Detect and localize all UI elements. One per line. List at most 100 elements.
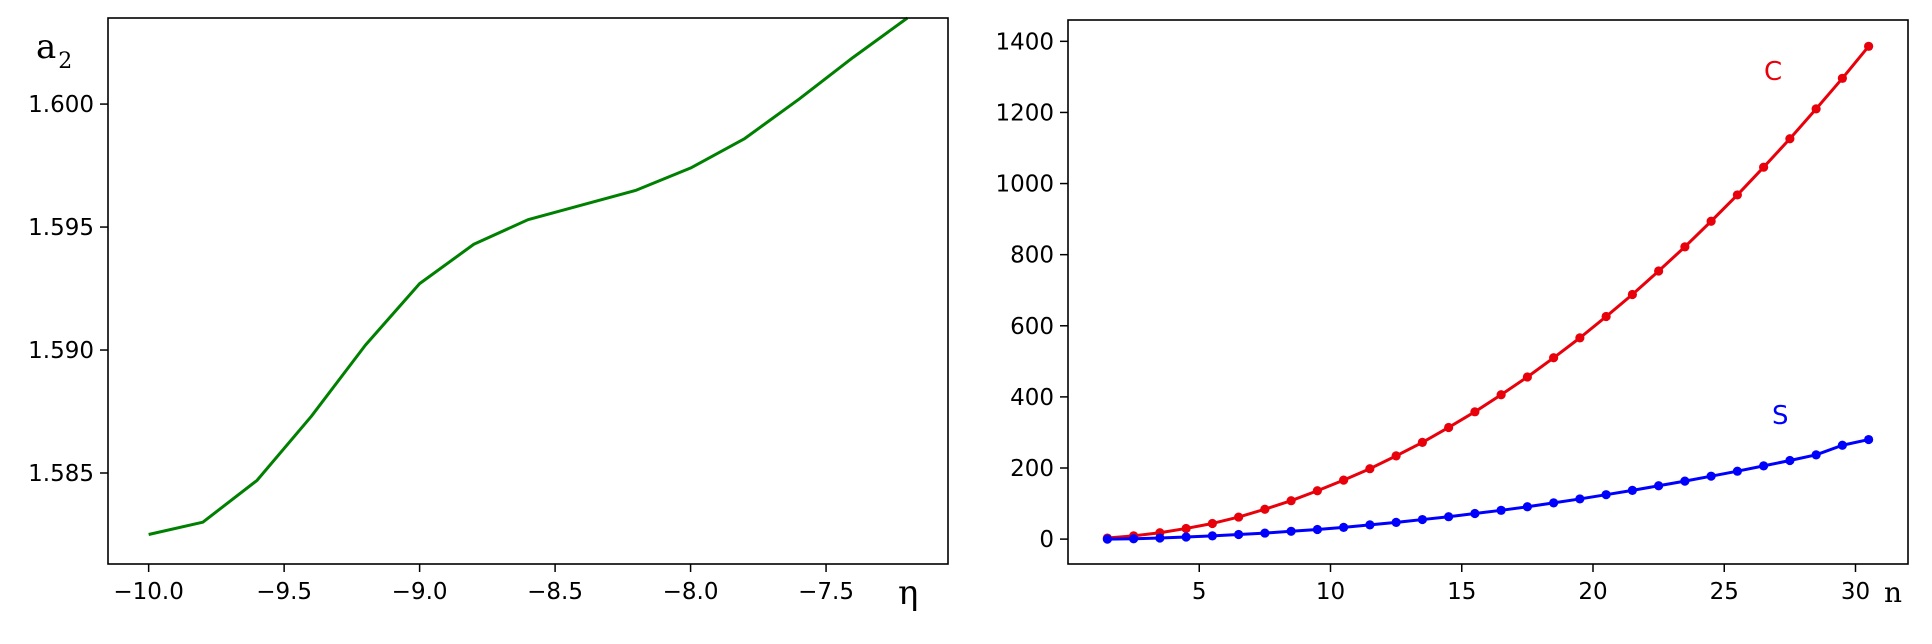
data-point-c	[1181, 523, 1191, 534]
right-y-ticks: 0 200 400 600 800 1000 1200 1400	[995, 29, 1068, 553]
series-label-s: S	[1772, 401, 1789, 431]
data-point-c	[1207, 518, 1217, 529]
right-x-tick-label: 5	[1192, 579, 1207, 605]
data-point-s	[1181, 532, 1191, 542]
data-point-s	[1207, 531, 1217, 541]
left-y-axis-label-base: a	[36, 27, 56, 67]
data-point-s	[1837, 440, 1847, 450]
left-y-tick-label: 1.585	[28, 461, 94, 487]
left-y-axis-label: a2	[36, 27, 72, 74]
data-point-c	[1549, 353, 1559, 363]
data-point-s	[1102, 534, 1112, 544]
right-x-tick-label: 15	[1447, 579, 1476, 605]
data-point-s	[1706, 471, 1716, 481]
left-axes-frame	[107, 17, 949, 565]
data-point-c	[1286, 496, 1296, 506]
right-x-tick-label: 25	[1710, 579, 1739, 605]
left-x-tick-label: −7.5	[798, 579, 854, 605]
data-point-c	[1339, 475, 1349, 485]
data-point-c	[1417, 437, 1427, 447]
data-point-c	[1522, 372, 1532, 382]
data-point-s	[1627, 485, 1637, 495]
data-point-s	[1417, 514, 1427, 525]
data-point-s	[1260, 528, 1270, 538]
data-point-s	[1312, 524, 1322, 535]
data-point-s	[1811, 450, 1821, 460]
data-point-s	[1365, 520, 1375, 530]
data-point-c	[1234, 512, 1244, 522]
data-point-s	[1654, 481, 1664, 491]
left-y-tick-label: 1.600	[28, 92, 94, 118]
left-x-ticks: −10.0 −9.5 −9.0 −8.5 −8.0 −7.5	[113, 564, 854, 605]
data-point-s	[1444, 512, 1454, 522]
right-x-tick-label: 10	[1316, 579, 1345, 605]
data-point-c	[1811, 104, 1821, 114]
data-point-s	[1759, 461, 1769, 471]
data-point-s	[1680, 476, 1690, 486]
data-point-c	[1260, 504, 1270, 514]
data-point-s	[1286, 526, 1296, 536]
left-y-tick-label: 1.590	[28, 338, 94, 364]
left-y-axis-label-sub: 2	[58, 49, 72, 74]
left-x-tick-label: −9.0	[392, 579, 448, 605]
left-chart-marks	[148, 16, 909, 536]
left-x-tick-label: −9.5	[256, 579, 312, 605]
data-point-c	[1759, 162, 1769, 172]
right-axes-frame	[1067, 19, 1909, 565]
right-x-ticks: 5 10 15 20 25 30	[1192, 564, 1870, 605]
data-point-c	[1680, 242, 1690, 252]
right-y-tick-label: 600	[1010, 314, 1054, 340]
data-point-s	[1155, 533, 1165, 543]
data-point-s	[1391, 517, 1401, 528]
data-point-c	[1627, 289, 1637, 300]
left-y-tick-label: 1.595	[28, 215, 94, 241]
data-point-s	[1522, 502, 1532, 512]
right-y-tick-label: 0	[1039, 527, 1054, 553]
left-chart: −10.0 −9.5 −9.0 −8.5 −8.0 −7.5 1.585 1.590 1.59…	[28, 16, 949, 613]
data-point-s	[1496, 505, 1506, 515]
right-y-tick-label: 1000	[995, 172, 1054, 198]
data-point-s	[1339, 522, 1349, 532]
right-y-tick-label: 200	[1010, 456, 1054, 482]
data-point-s	[1234, 529, 1244, 540]
data-point-s	[1864, 434, 1874, 445]
data-point-c	[1864, 41, 1874, 51]
series-label-c: C	[1764, 57, 1782, 87]
data-point-c	[1496, 390, 1506, 400]
right-x-tick-label: 20	[1578, 579, 1607, 605]
right-y-tick-label: 800	[1010, 243, 1054, 269]
left-x-axis-label: η	[898, 573, 918, 613]
data-point-c	[1732, 190, 1742, 200]
data-point-s	[1470, 508, 1480, 519]
data-point-c	[1470, 407, 1480, 417]
left-y-ticks: 1.585 1.590 1.595 1.600	[28, 92, 108, 487]
data-point-c	[1575, 333, 1585, 343]
left-x-tick-label: −10.0	[113, 579, 183, 605]
data-point-s	[1785, 455, 1795, 466]
right-y-tick-label: 1400	[995, 29, 1054, 55]
series-line-series-0	[148, 16, 909, 536]
data-point-s	[1601, 490, 1611, 500]
right-y-tick-label: 400	[1010, 385, 1054, 411]
right-chart-marks	[1102, 41, 1874, 544]
data-point-c	[1654, 266, 1664, 276]
left-x-tick-label: −8.5	[527, 579, 583, 605]
data-point-c	[1312, 486, 1322, 496]
data-point-c	[1391, 451, 1401, 461]
left-x-tick-label: −8.0	[663, 579, 719, 605]
data-point-c	[1837, 73, 1847, 83]
data-point-s	[1732, 466, 1742, 476]
data-point-c	[1785, 134, 1795, 144]
data-point-c	[1706, 216, 1716, 226]
data-point-s	[1129, 534, 1139, 544]
right-y-tick-label: 1200	[995, 100, 1054, 126]
data-point-s	[1549, 498, 1559, 508]
right-x-axis-label: n	[1884, 576, 1902, 609]
data-point-c	[1601, 311, 1611, 322]
right-x-tick-label: 30	[1841, 579, 1870, 605]
data-point-c	[1444, 422, 1454, 433]
data-point-s	[1575, 494, 1585, 504]
